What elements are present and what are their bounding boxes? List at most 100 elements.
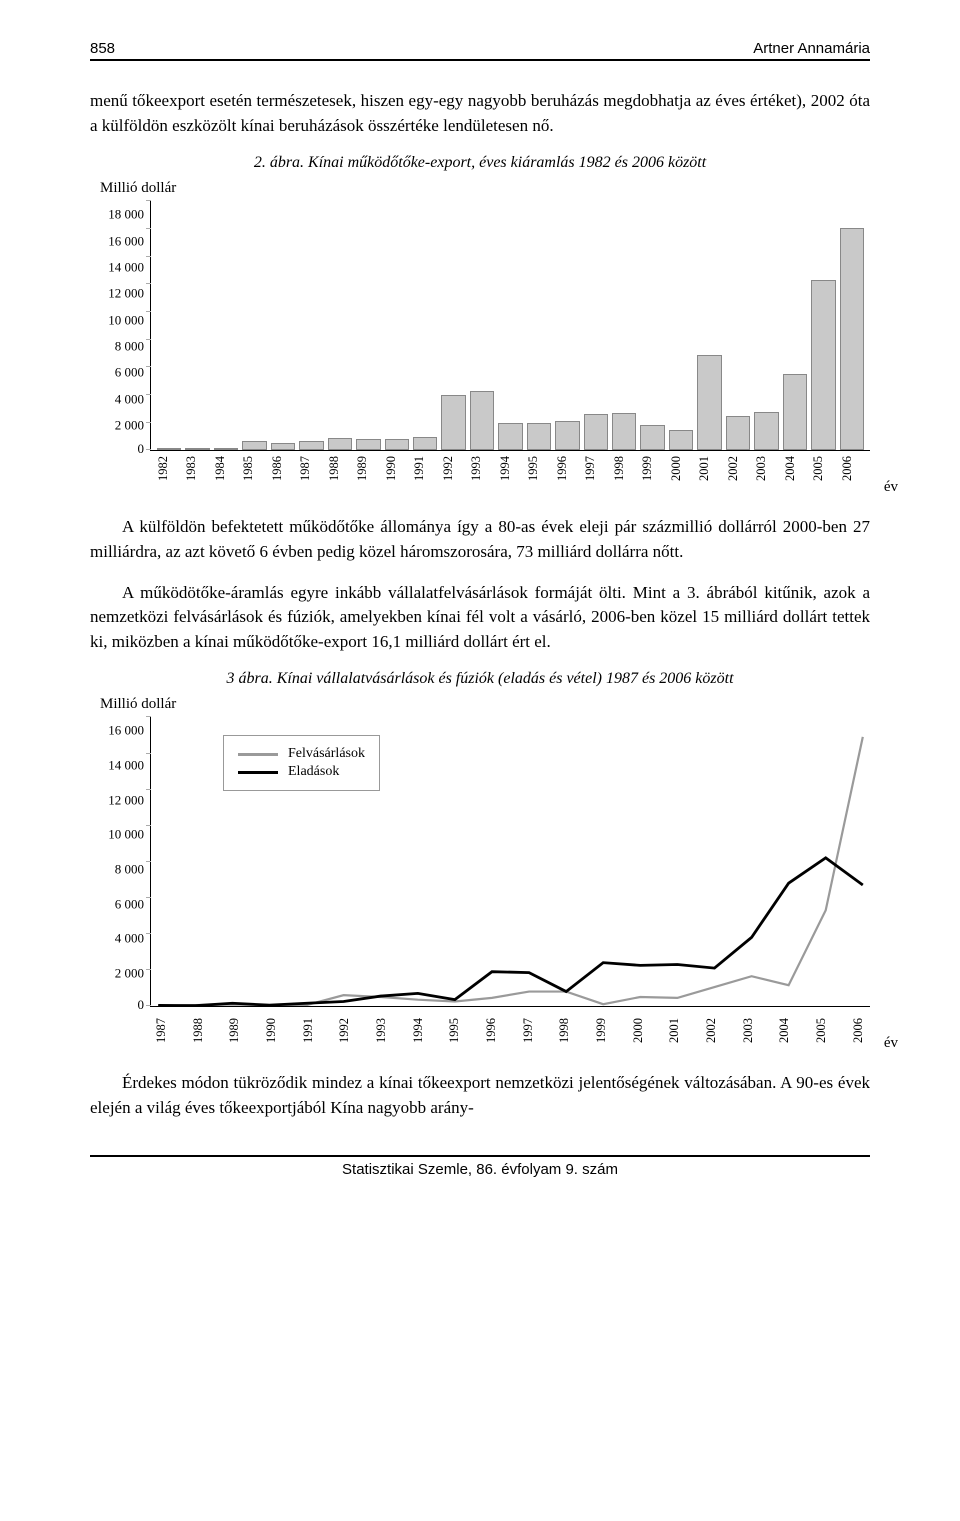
- chart2-xtick: 1995: [526, 451, 550, 491]
- chart2-xtick: 1982: [156, 451, 180, 491]
- chart3-ytick: 10 000: [108, 828, 144, 841]
- chart2-xtick: 1997: [583, 451, 607, 491]
- chart2-bar: [754, 412, 778, 451]
- page-header: 858 Artner Annamária: [90, 40, 870, 61]
- chart3-xtick: 1995: [447, 1007, 462, 1047]
- chart3-ytick: 2 000: [115, 966, 144, 979]
- chart2-xtick: 1999: [640, 451, 664, 491]
- chart2-ytick: 2 000: [115, 418, 144, 431]
- chart2-y-label: Millió dollár: [100, 180, 870, 197]
- chart2-bar: [385, 439, 409, 451]
- chart2-bar: [527, 423, 551, 451]
- chart2-xtick: 1988: [327, 451, 351, 491]
- chart2-xtick: 1992: [441, 451, 465, 491]
- chart3-xtick: 2005: [814, 1007, 829, 1047]
- chart2-bar: [726, 416, 750, 451]
- chart2-ytick: 4 000: [115, 392, 144, 405]
- chart2-xtick: 1989: [355, 451, 379, 491]
- chart3-ytick: 8 000: [115, 862, 144, 875]
- chart3-xtick: 2004: [777, 1007, 792, 1047]
- chart3-xtick: 2001: [667, 1007, 682, 1047]
- chart3-series-line: [158, 858, 863, 1006]
- chart3-xtick: 1991: [301, 1007, 316, 1047]
- page-footer: Statisztikai Szemle, 86. évfolyam 9. szá…: [90, 1155, 870, 1178]
- chart2-bar: [242, 441, 266, 450]
- chart3-y-axis: 16 00014 00012 00010 0008 0006 0004 0002…: [90, 717, 150, 1007]
- chart3-ytick: 4 000: [115, 932, 144, 945]
- page-author: Artner Annamária: [753, 40, 870, 57]
- chart3-xtick: 1988: [191, 1007, 206, 1047]
- chart2-bar: [612, 413, 636, 450]
- chart3-xtick: 1999: [594, 1007, 609, 1047]
- chart2-ytick: 6 000: [115, 366, 144, 379]
- chart3-plot-area: FelvásárlásokEladások év: [150, 717, 870, 1007]
- chart3-series-line: [158, 737, 863, 1006]
- chart2-bar: [783, 374, 807, 450]
- page-number: 858: [90, 40, 115, 57]
- chart3-xtick: 1996: [484, 1007, 499, 1047]
- chart2-xtick: 1998: [612, 451, 636, 491]
- chart3-xtick: 1992: [337, 1007, 352, 1047]
- chart2-x-axis: 1982198319841985198619871988198919901991…: [150, 451, 870, 491]
- chart2-x-unit: év: [884, 479, 898, 496]
- chart2-bar: [584, 414, 608, 450]
- chart3-x-axis: 1987 1988 1989 1990 1991 1992 1993 1994 1995 1996…: [150, 1007, 870, 1047]
- chart2-xtick: 2003: [754, 451, 778, 491]
- chart2-xtick: 1983: [184, 451, 208, 491]
- chart2-y-axis: 18 00016 00014 00012 00010 0008 0006 000…: [90, 201, 150, 451]
- chart2: Millió dollár 18 00016 00014 00012 00010…: [90, 180, 870, 491]
- chart2-xtick: 1996: [555, 451, 579, 491]
- chart3-ytick: 0: [138, 998, 145, 1011]
- chart3-y-label: Millió dollár: [100, 696, 870, 713]
- chart2-bar: [441, 395, 465, 450]
- chart3-xtick: 1989: [227, 1007, 242, 1047]
- chart2-xtick: 1984: [213, 451, 237, 491]
- chart2-xtick: 1987: [298, 451, 322, 491]
- chart3-xtick: 2002: [704, 1007, 719, 1047]
- chart2-xtick: 1994: [498, 451, 522, 491]
- chart2-xtick: 2004: [783, 451, 807, 491]
- chart3-xtick: 1990: [264, 1007, 279, 1047]
- chart2-xtick: 1991: [412, 451, 436, 491]
- chart2-bar: [185, 448, 209, 450]
- chart2-ytick: 18 000: [108, 208, 144, 221]
- chart3-x-unit: év: [884, 1035, 898, 1052]
- chart2-bar: [157, 448, 181, 450]
- chart3-ytick: 16 000: [108, 724, 144, 737]
- chart3-xtick: 1998: [557, 1007, 572, 1047]
- chart3-xtick: 1987: [154, 1007, 169, 1047]
- chart2-bar: [356, 439, 380, 450]
- chart2-xtick: 2001: [697, 451, 721, 491]
- chart2-ytick: 14 000: [108, 260, 144, 273]
- chart2-ytick: 0: [138, 442, 145, 455]
- chart2-xtick: 1990: [384, 451, 408, 491]
- chart3-xtick: 1997: [521, 1007, 536, 1047]
- chart3: Millió dollár 16 000 14 000 12 000 10 000 8 …: [90, 696, 870, 1047]
- chart2-bar: [697, 355, 721, 450]
- paragraph-2a: A külföldön befektetett működőtőke állom…: [90, 515, 870, 564]
- chart2-xtick: 2005: [811, 451, 835, 491]
- chart3-lines-svg: [151, 717, 870, 1006]
- chart3-ytick: 14 000: [108, 759, 144, 772]
- chart2-title: 2. ábra. Kínai működőtőke-export, éves k…: [90, 154, 870, 172]
- footer-text: Statisztikai Szemle, 86. évfolyam 9. szá…: [342, 1161, 618, 1178]
- chart2-bar: [214, 448, 238, 450]
- chart3-xtick: 1993: [374, 1007, 389, 1047]
- chart2-bar: [640, 425, 664, 450]
- paragraph-1: menű tőkeexport esetén természetesek, hi…: [90, 89, 870, 138]
- chart2-bar: [271, 443, 295, 450]
- chart2-bar: [413, 437, 437, 450]
- chart3-ytick: 12 000: [108, 793, 144, 806]
- chart2-ytick: 12 000: [108, 287, 144, 300]
- chart2-bar: [470, 391, 494, 450]
- paragraph-3: Érdekes módon tükröződik mindez a kínai …: [90, 1071, 870, 1120]
- chart3-title: 3 ábra. Kínai vállalatvásárlások és fúzi…: [90, 670, 870, 688]
- chart2-bar: [328, 438, 352, 450]
- chart2-plot-area: év: [150, 201, 870, 451]
- chart2-ytick: 16 000: [108, 234, 144, 247]
- chart2-xtick: 1985: [241, 451, 265, 491]
- chart2-xtick: 1993: [469, 451, 493, 491]
- chart2-xtick: 2002: [726, 451, 750, 491]
- chart2-bar: [840, 228, 864, 451]
- chart3-xtick: 1994: [411, 1007, 426, 1047]
